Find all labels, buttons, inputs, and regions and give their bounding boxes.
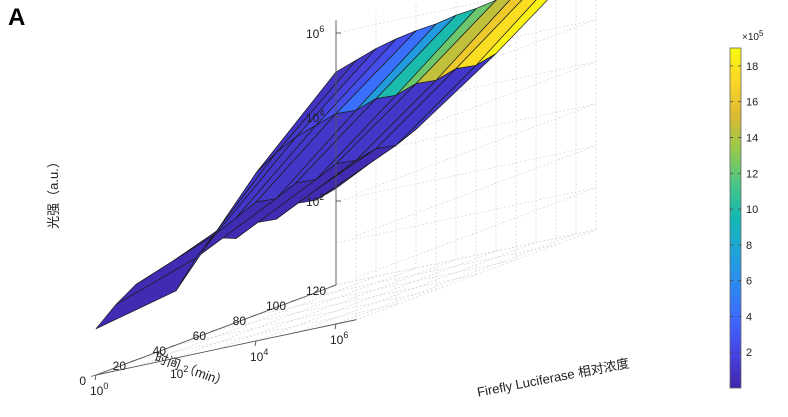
x-tick-label: 102 [170,364,188,381]
y-tick-label: 60 [193,329,207,343]
colorbar-tick-label: 4 [746,311,752,323]
y-tick [250,314,257,317]
z-axis-label: 光强（a.u.） [46,155,61,229]
x-tick [254,340,257,347]
y-tick [210,329,217,332]
surface-plot [95,0,548,330]
y-tick-label: 0 [79,374,86,388]
grid-line [255,259,517,316]
grid-line [295,244,557,301]
grid-line [215,274,477,331]
colorbar-tick-label: 2 [746,347,752,359]
grid-line [335,187,597,244]
y-tick [330,284,337,287]
x-tick [94,374,97,381]
grid-line [215,259,457,350]
x-tick-label: 104 [250,347,268,364]
x-tick-label: 100 [90,381,108,398]
y-tick [130,359,137,362]
grid-line [255,250,497,342]
colorbar-tick-label: 14 [746,132,758,144]
y-axis-label: 时间 （min） [153,350,230,390]
colorbar-tick-label: 18 [746,61,758,73]
colorbar-tick-label: 6 [746,276,752,288]
colorbar: 2 4 6 8 10 12 14 16 18 ×105 [729,29,764,389]
panel-label: A [8,4,26,31]
grid-line [295,242,537,333]
grid-line [135,276,377,367]
y-tick [290,299,297,302]
grid-line [335,0,493,34]
grid-line [175,267,417,359]
x-tick [334,323,337,330]
y-tick-label: 40 [153,344,167,358]
grid-line [335,145,597,202]
colorbar-tick-label: 10 [746,204,758,216]
y-tick-label: 100 [266,299,286,313]
colorbar-bar [729,47,742,389]
x-axis-label: Firefly Luciferase 相对浓度 [476,355,631,399]
y-tick-label: 20 [113,359,127,373]
colorbar-tick-label: 16 [746,97,758,109]
grid-line [135,304,397,361]
x-axis-line [95,319,357,376]
y-tick [170,344,177,347]
x-tick [174,357,177,364]
grid-line [335,229,597,286]
y-tick [90,374,97,377]
colorbar-tick-label: 8 [746,240,752,252]
axis-walls [95,0,597,376]
grid-line [335,233,577,325]
y-tick-label: 120 [306,284,326,298]
surface-patch [255,59,357,174]
grid-line [175,289,437,346]
x-tick-label: 106 [330,330,348,347]
z-tick-label: 106 [306,24,324,41]
colorbar-multiplier: ×105 [742,29,764,43]
y-tick-label: 80 [233,314,247,328]
surface-patch [95,257,197,330]
z-tick-label: 102 [306,192,324,209]
colorbar-tick-label: 12 [746,168,758,180]
